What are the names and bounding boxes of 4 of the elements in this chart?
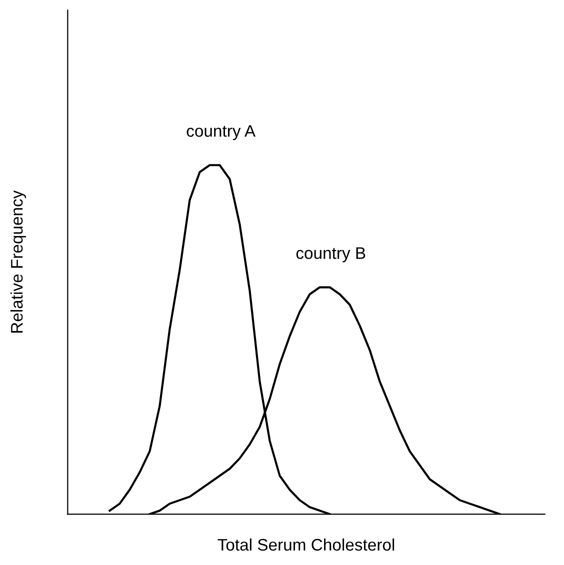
series-label: country B	[296, 247, 366, 262]
series-label: country A	[186, 125, 256, 140]
y-axis-title: Relative Frequency	[10, 190, 26, 333]
x-axis-title: Total Serum Cholesterol	[218, 538, 394, 551]
